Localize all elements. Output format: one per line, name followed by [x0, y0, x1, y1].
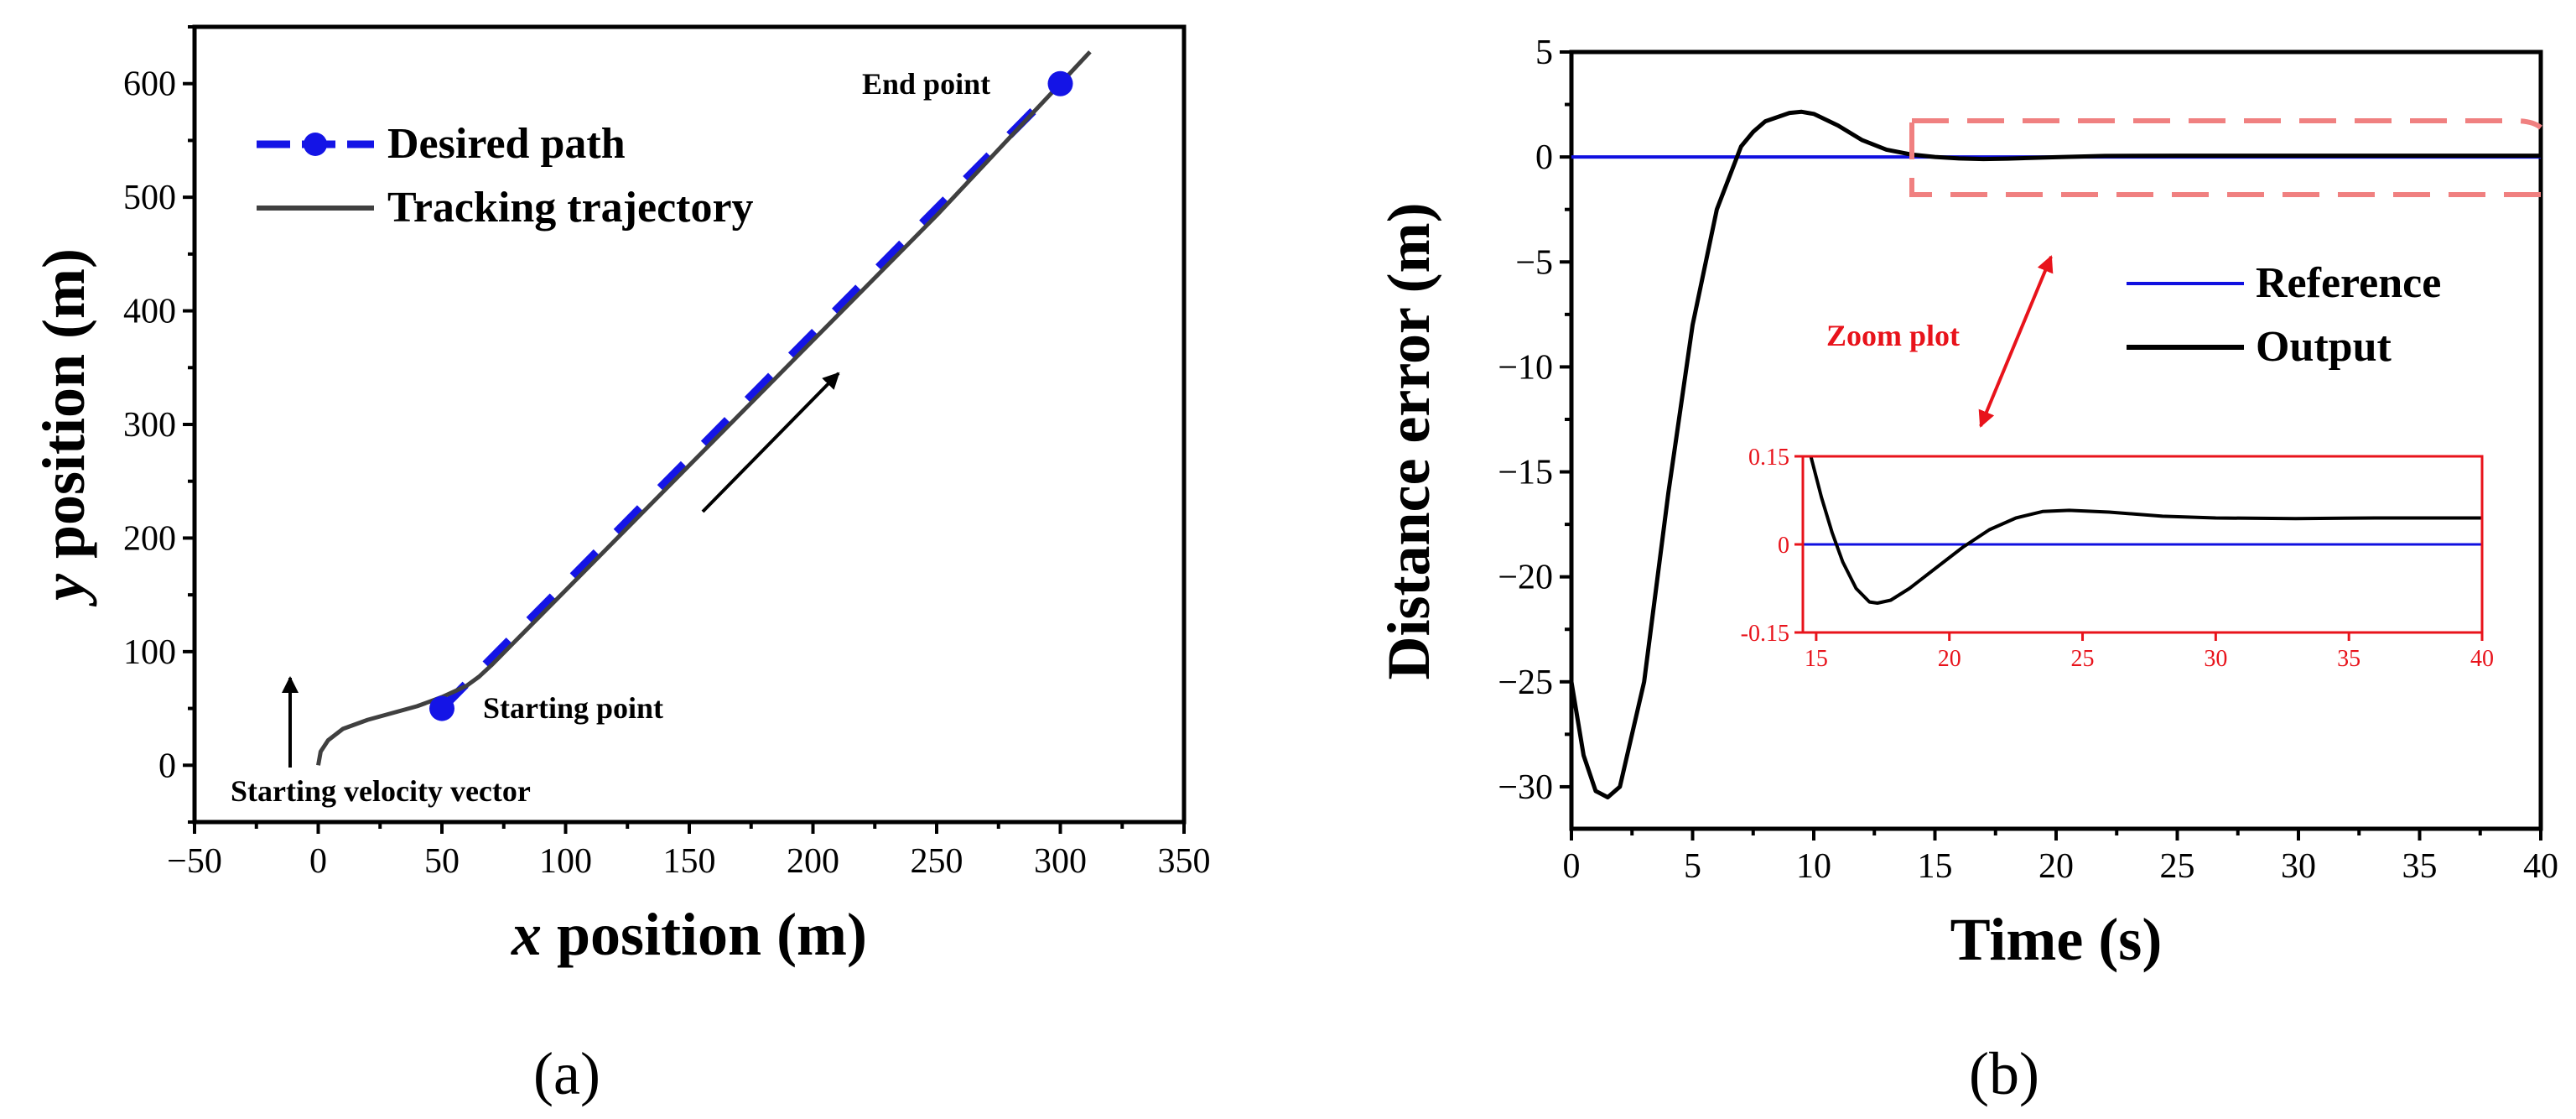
- legend-output-label: Output: [2256, 323, 2392, 371]
- inset-x-tick-label: 25: [2071, 646, 2095, 672]
- x-tick-label: 20: [2038, 847, 2074, 886]
- starting-velocity-label: Starting velocity vector: [231, 774, 531, 808]
- x-tick-label: 10: [1796, 847, 1831, 886]
- y-tick-label: −15: [1498, 454, 1553, 492]
- legend-desired-path-label: Desired path: [387, 120, 626, 168]
- panel-b-xlabel: Time (s): [1950, 906, 2163, 973]
- panel-b-axes-frame: [1569, 49, 2543, 831]
- x-tick-label: 40: [2523, 847, 2558, 886]
- x-tick-label: −50: [167, 842, 222, 881]
- legend-desired-path-marker: [304, 133, 327, 156]
- panel-b: 0 5 10 15 20 25 30 35 40 5 0 −5 −10 −15 −20 −25 −30 Zoom…: [1375, 34, 2558, 1107]
- y-tick-label: 500: [123, 179, 176, 217]
- inset-y-tick-label: 0: [1778, 533, 1789, 559]
- panel-a-xlabel: x position (m): [511, 901, 867, 968]
- panel-a-caption: (a): [533, 1040, 600, 1107]
- inset-series: [1803, 455, 2482, 605]
- panel-b-ticks: 0 5 10 15 20 25 30 35 40 5 0 −5 −10 −15 −20 −25 −30: [1498, 34, 2558, 886]
- panel-b-legend: Reference Output: [2127, 259, 2441, 371]
- inset-y-tick-label: -0.15: [1741, 621, 1789, 647]
- x-tick-label: 25: [2160, 847, 2195, 886]
- inset-x-tick-label: 15: [1805, 646, 1828, 672]
- panel-a-ylabel: y position (m): [30, 248, 97, 607]
- inset-y-tick-label: 0.15: [1748, 445, 1789, 471]
- x-tick-label: 5: [1684, 847, 1701, 886]
- inset-ticks: 15 20 25 30 35 40 0.15 0 -0.15: [1741, 445, 2494, 672]
- y-tick-label: −5: [1515, 243, 1553, 282]
- y-tick-label: 300: [123, 406, 176, 445]
- panel-b-series: [1569, 109, 2541, 799]
- tracking-trajectory-line: [316, 50, 1092, 766]
- y-tick-label: −30: [1498, 768, 1553, 807]
- x-tick-label: 300: [1034, 842, 1087, 881]
- inset-x-tick-label: 40: [2470, 646, 2494, 672]
- inset-plot: 15 20 25 30 35 40 0.15 0 -0.15: [1741, 445, 2494, 672]
- starting-point-label: Starting point: [483, 691, 663, 725]
- y-tick-label: 100: [123, 633, 176, 672]
- y-tick-label: 200: [123, 519, 176, 558]
- x-tick-label: 0: [1563, 847, 1581, 886]
- x-tick-label: 100: [539, 842, 592, 881]
- y-tick-label: 400: [123, 293, 176, 331]
- zoom-region-box: [1909, 118, 2542, 197]
- y-tick-label: 0: [1535, 138, 1553, 177]
- y-tick-label: 600: [123, 65, 176, 104]
- legend-reference-label: Reference: [2256, 259, 2441, 307]
- panel-a-ticks: −50 0 50 100 150 200 250 300 350 0 100 200 300 400 500…: [123, 25, 1211, 881]
- x-tick-label: 15: [1918, 847, 1953, 886]
- panel-b-ylabel: Distance error (m): [1375, 202, 1442, 679]
- y-tick-label: −10: [1498, 348, 1553, 387]
- y-tick-label: −20: [1498, 559, 1553, 597]
- end-point-marker: [1047, 70, 1073, 96]
- x-tick-label: 50: [424, 842, 460, 881]
- x-tick-label: 150: [663, 842, 716, 881]
- x-tick-label: 0: [309, 842, 327, 881]
- inset-frame: [1801, 455, 2484, 634]
- inset-x-tick-label: 35: [2337, 646, 2360, 672]
- output-line: [1569, 109, 2541, 799]
- inset-x-tick-label: 20: [1938, 646, 1961, 672]
- zoom-arrow: [1978, 255, 2054, 428]
- starting-point-marker: [429, 695, 454, 721]
- panel-a: −50 0 50 100 150 200 250 300 350 0 100 200 300 400 500…: [30, 24, 1211, 1107]
- x-tick-label: 350: [1158, 842, 1211, 881]
- inset-x-tick-label: 30: [2204, 646, 2227, 672]
- x-tick-label: 35: [2402, 847, 2438, 886]
- desired-path-line: [439, 81, 1064, 712]
- panel-a-series: [316, 50, 1092, 766]
- x-tick-label: 200: [787, 842, 839, 881]
- panel-b-caption: (b): [1969, 1040, 2039, 1107]
- x-tick-label: 250: [911, 842, 963, 881]
- panel-a-legend: Desired path Tracking trajectory: [257, 120, 754, 232]
- end-point-label: End point: [862, 67, 990, 101]
- x-tick-label: 30: [2281, 847, 2316, 886]
- inset-output-line: [1809, 455, 2482, 605]
- legend-tracking-label: Tracking trajectory: [387, 184, 754, 232]
- y-tick-label: 5: [1535, 34, 1553, 72]
- y-tick-label: −25: [1498, 664, 1553, 702]
- zoom-plot-label: Zoom plot: [1826, 319, 1960, 352]
- panel-a-axes-frame: [192, 24, 1187, 825]
- direction-arrow: [701, 372, 840, 513]
- y-tick-label: 0: [158, 747, 176, 785]
